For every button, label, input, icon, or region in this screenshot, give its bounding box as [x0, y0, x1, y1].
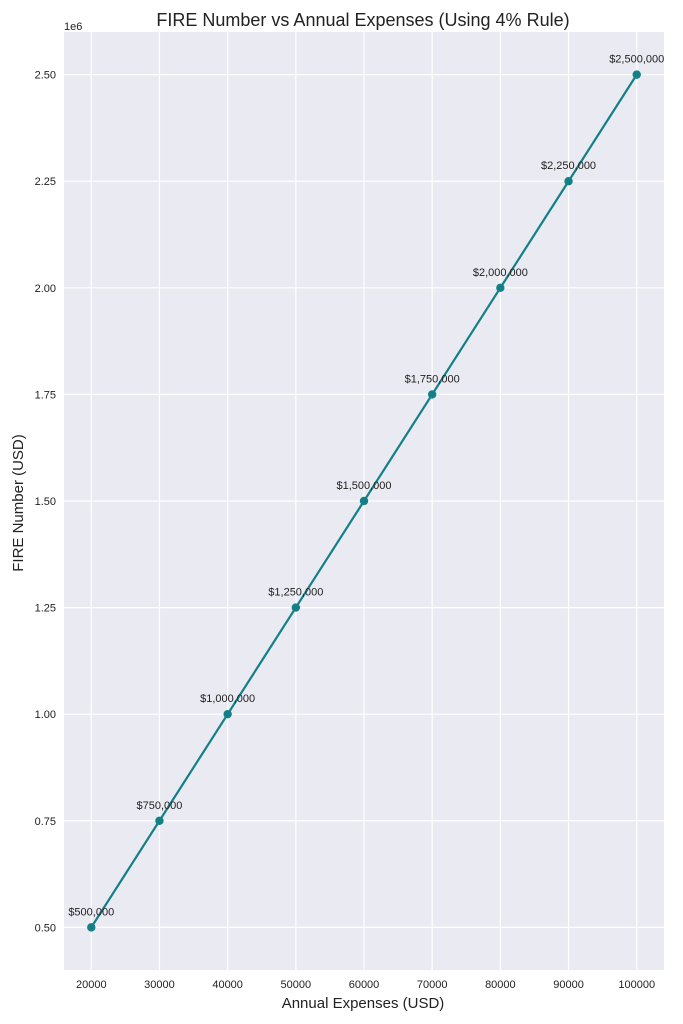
- data-labels: $500,000 $750,000 $1,000,000 $1,250,000 $1,5…: [68, 54, 664, 919]
- data-label: $750,000: [137, 800, 183, 812]
- y-axis-label: FIRE Number (USD): [10, 434, 27, 572]
- data-point: [564, 177, 573, 186]
- data-label: $2,000,000: [473, 267, 528, 279]
- y-tick-label: 0.50: [35, 922, 56, 934]
- x-tick-label: 50000: [281, 979, 312, 991]
- chart-title: FIRE Number vs Annual Expenses (Using 4%…: [156, 10, 569, 30]
- data-label: $1,250,000: [268, 587, 323, 599]
- data-point: [632, 70, 641, 79]
- y-tick-label: 1.50: [35, 496, 56, 508]
- data-point: [223, 709, 232, 719]
- x-axis-ticks: 20000 30000 40000 50000 60000 70000 80000 90000…: [76, 979, 655, 991]
- x-tick-label: 30000: [144, 979, 175, 991]
- y-axis-ticks: 0.50 0.75 1.00 1.25 1.50 1.75 2.00 2.25 2.50: [35, 70, 56, 935]
- data-label: $1,000,000: [200, 693, 255, 705]
- x-tick-label: 20000: [76, 979, 107, 991]
- data-label: $2,250,000: [541, 160, 596, 172]
- y-tick-label: 1.00: [35, 709, 56, 721]
- data-label: $500,000: [68, 906, 114, 918]
- y-tick-label: 1.75: [35, 389, 56, 401]
- data-label: $2,500,000: [609, 54, 664, 66]
- data-label: $1,750,000: [405, 373, 460, 385]
- y-tick-label: 2.50: [35, 70, 56, 82]
- y-tick-label: 1.25: [35, 603, 56, 615]
- y-axis-exponent: 1e6: [64, 21, 82, 33]
- data-point: [87, 923, 96, 932]
- x-tick-label: 90000: [553, 979, 584, 991]
- x-tick-label: 100000: [618, 979, 655, 991]
- data-point: [155, 816, 164, 825]
- x-tick-label: 40000: [212, 979, 243, 991]
- y-tick-label: 2.25: [35, 176, 56, 188]
- x-tick-label: 70000: [417, 979, 448, 991]
- y-tick-label: 2.00: [35, 283, 56, 295]
- data-point: [359, 496, 369, 506]
- series-group: [87, 70, 641, 932]
- data-point: [496, 283, 505, 293]
- x-tick-label: 60000: [349, 979, 380, 991]
- data-label: $1,500,000: [336, 480, 391, 492]
- data-point: [427, 390, 437, 399]
- x-tick-label: 80000: [485, 979, 516, 991]
- x-axis-label: Annual Expenses (USD): [282, 995, 445, 1012]
- y-tick-label: 0.75: [35, 816, 56, 828]
- grid-lines: [64, 32, 664, 970]
- data-point: [291, 603, 301, 612]
